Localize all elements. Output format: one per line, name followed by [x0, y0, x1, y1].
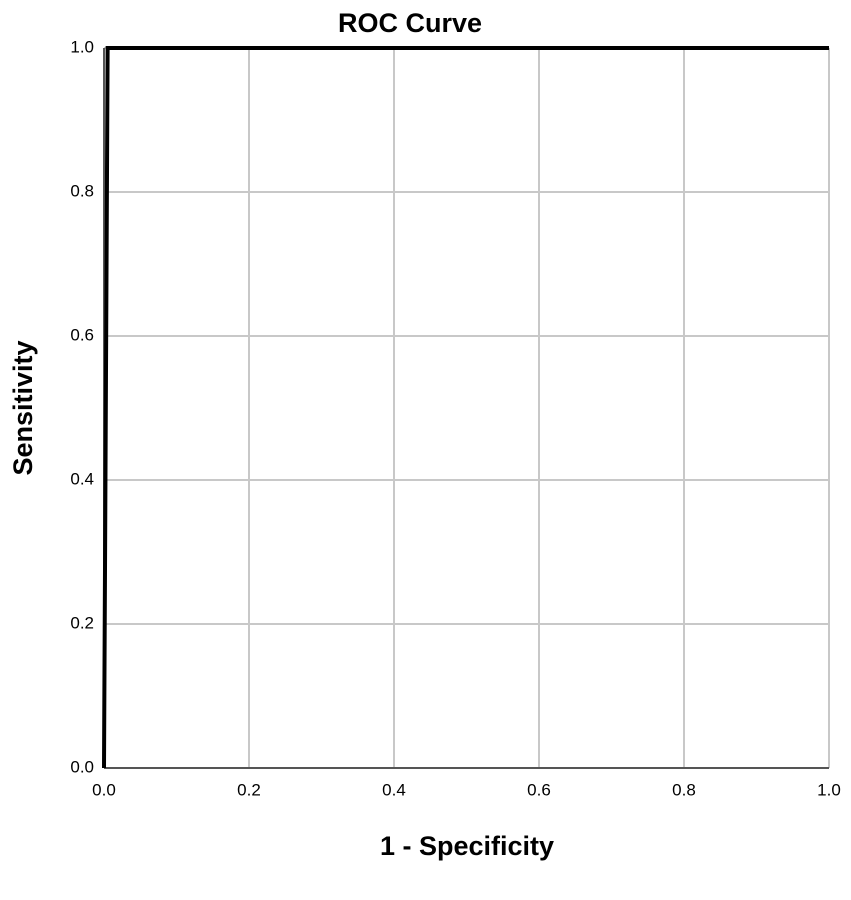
y-tick-label: 1.0	[70, 37, 94, 56]
chart-title: ROC Curve	[338, 8, 482, 38]
x-tick-label: 0.0	[92, 780, 116, 799]
y-tick-label: 0.0	[70, 757, 94, 776]
y-tick-label: 0.2	[70, 613, 94, 632]
x-axis-label: 1 - Specificity	[380, 831, 554, 861]
x-tick-label: 0.8	[672, 780, 696, 799]
x-tick-label: 0.4	[382, 780, 406, 799]
x-tick-label: 1.0	[817, 780, 841, 799]
roc-line	[102, 46, 829, 769]
y-tick-label: 0.6	[70, 325, 94, 344]
y-tick-label: 0.8	[70, 181, 94, 200]
x-tick-label: 0.6	[527, 780, 551, 799]
y-tick-label: 0.4	[70, 469, 94, 488]
y-axis-label: Sensitivity	[8, 340, 38, 475]
x-tick-label: 0.2	[237, 780, 261, 799]
